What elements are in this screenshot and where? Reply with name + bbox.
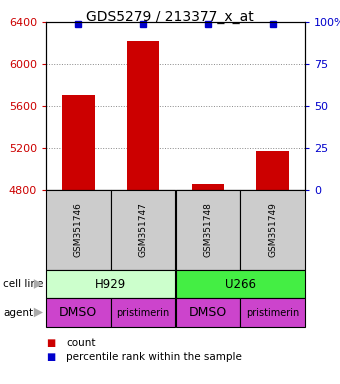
Text: GSM351749: GSM351749 (268, 203, 277, 257)
Text: U266: U266 (225, 278, 256, 291)
Text: percentile rank within the sample: percentile rank within the sample (66, 352, 242, 362)
Polygon shape (34, 308, 43, 317)
Text: GSM351747: GSM351747 (139, 203, 148, 257)
Bar (192, 184, 224, 190)
Polygon shape (34, 279, 43, 289)
Text: H929: H929 (95, 278, 126, 291)
Text: GSM351746: GSM351746 (74, 203, 83, 257)
Bar (62, 96, 95, 190)
Text: count: count (66, 338, 96, 348)
Text: pristimerin: pristimerin (246, 308, 299, 318)
Text: pristimerin: pristimerin (117, 308, 170, 318)
Text: cell line: cell line (3, 279, 44, 289)
Text: ■: ■ (46, 338, 55, 348)
Text: ■: ■ (46, 352, 55, 362)
Text: DMSO: DMSO (189, 306, 227, 319)
Text: agent: agent (3, 308, 34, 318)
Text: GDS5279 / 213377_x_at: GDS5279 / 213377_x_at (86, 10, 254, 24)
Bar (256, 151, 289, 190)
Text: DMSO: DMSO (59, 306, 98, 319)
Bar (127, 41, 159, 190)
Text: GSM351748: GSM351748 (203, 203, 212, 257)
